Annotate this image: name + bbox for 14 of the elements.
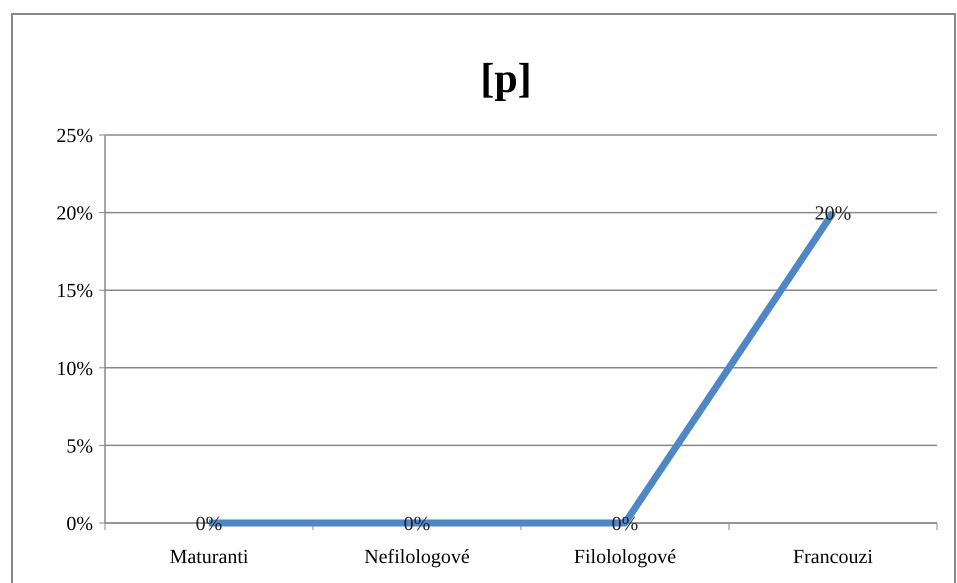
data-label: 20% xyxy=(814,202,852,225)
y-tick-label: 20% xyxy=(56,202,93,225)
x-tick-label: Nefilologové xyxy=(364,546,470,568)
x-tick-label: Filolologové xyxy=(574,546,676,568)
y-tick-label: 15% xyxy=(56,280,93,302)
y-tick-label: 5% xyxy=(66,435,93,458)
data-label: 0% xyxy=(612,513,638,535)
y-tick-label: 10% xyxy=(56,358,93,380)
chart-title: [p] xyxy=(480,56,532,102)
y-tick-label: 0% xyxy=(66,513,93,535)
x-tick-label: Maturanti xyxy=(170,546,249,568)
x-tick-label: Francouzi xyxy=(793,546,874,568)
y-tick-label: 25% xyxy=(56,125,93,147)
data-label: 0% xyxy=(196,513,222,535)
